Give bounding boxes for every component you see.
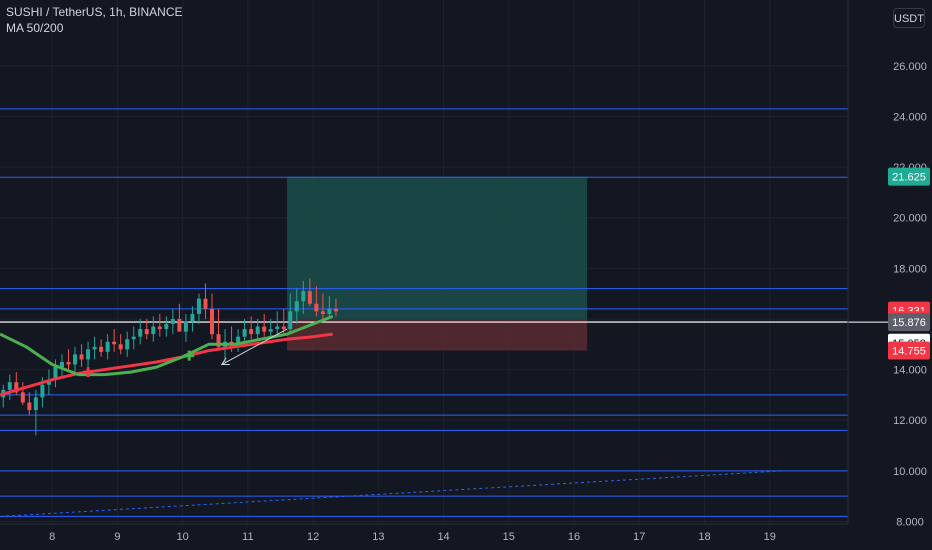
- time-tick-label: 13: [372, 531, 384, 543]
- moving-averages: [0, 315, 334, 397]
- candle-body: [327, 308, 332, 314]
- candle-body: [249, 329, 254, 335]
- time-tick-label: 14: [437, 531, 449, 543]
- price-tick-label: 10.000: [893, 466, 927, 478]
- candle-body: [118, 344, 123, 350]
- candle-body: [105, 341, 110, 352]
- candle-body: [53, 367, 58, 380]
- candle-body: [112, 341, 117, 345]
- candle-body: [262, 326, 267, 332]
- candle-body: [333, 308, 338, 312]
- candlesticks: [1, 278, 338, 436]
- candle-body: [294, 301, 299, 312]
- symbol-title[interactable]: SUSHI / TetherUS, 1h, BINANCE: [6, 5, 183, 19]
- arrow-head[interactable]: [220, 357, 230, 366]
- price-label-text: 15.876: [892, 317, 926, 329]
- candle-body: [210, 308, 214, 335]
- ma-cross-marker: [83, 367, 94, 378]
- candle-body: [131, 336, 136, 340]
- stop-zone[interactable]: [287, 318, 588, 351]
- candle-body: [66, 361, 71, 365]
- price-tick-label: 14.000: [893, 365, 927, 377]
- candle-body: [177, 318, 182, 332]
- candle-body: [138, 329, 143, 337]
- candle-body: [288, 311, 293, 330]
- price-tick-label: 20.000: [893, 213, 927, 225]
- candle-body: [79, 354, 84, 360]
- time-tick-label: 10: [177, 531, 189, 543]
- time-tick-label: 17: [633, 531, 645, 543]
- time-tick-label: 19: [764, 531, 776, 543]
- candle-body: [86, 349, 91, 360]
- price-tick-label: 12.000: [893, 415, 927, 427]
- chart-header: SUSHI / TetherUS, 1h, BINANCE MA 50/200: [6, 4, 183, 36]
- candle-body: [275, 326, 280, 330]
- candle-body: [183, 321, 188, 332]
- ma-200-line: [0, 332, 333, 397]
- price-tick-label: 8.000: [896, 516, 924, 528]
- candle-body: [314, 303, 319, 312]
- target-zone[interactable]: [287, 176, 588, 319]
- horizontal-levels[interactable]: [0, 108, 888, 517]
- candle-body: [255, 326, 260, 335]
- candle-body: [7, 382, 12, 390]
- time-tick-label: 8: [49, 531, 55, 543]
- price-labels: 21.62516.33120:2115.87615.05814.755: [888, 167, 930, 360]
- candle-body: [157, 326, 162, 330]
- candle-body: [27, 402, 32, 411]
- price-tick-label: 26.000: [893, 61, 927, 73]
- candle-body: [281, 326, 286, 330]
- price-tick-label: 24.000: [893, 111, 927, 123]
- dotted-trendline[interactable]: [0, 470, 783, 517]
- candle-body: [216, 334, 221, 347]
- currency-button[interactable]: USDT: [893, 8, 925, 28]
- time-tick-label: 12: [307, 531, 319, 543]
- candle-body: [144, 329, 149, 335]
- candle-body: [33, 397, 38, 411]
- candle-body: [301, 291, 306, 302]
- time-tick-label: 16: [568, 531, 580, 543]
- ma-50-line: [0, 315, 334, 377]
- cross-markers: [83, 350, 195, 378]
- candle-body: [46, 379, 51, 385]
- trendline[interactable]: [0, 470, 783, 517]
- price-label-box: [888, 313, 930, 332]
- indicator-legend[interactable]: MA 50/200: [6, 21, 64, 35]
- time-tick-label: 11: [242, 531, 253, 543]
- candle-body: [307, 291, 312, 304]
- time-axis[interactable]: 8 9 10 11 12 13 14 15 16 17 18 19: [49, 531, 776, 543]
- candle-body: [99, 346, 104, 352]
- price-tick-label: 18.000: [893, 263, 927, 275]
- candle-body: [14, 382, 19, 393]
- candle-body: [190, 313, 195, 322]
- ma-cross-marker: [184, 350, 195, 361]
- candle-body: [40, 384, 45, 398]
- arrow-line[interactable]: [221, 328, 288, 365]
- candle-body: [73, 354, 78, 365]
- candle-body: [242, 329, 247, 337]
- price-label-box: [888, 167, 930, 186]
- arrow-drawing[interactable]: [220, 328, 288, 366]
- candle-body: [320, 311, 325, 314]
- candle-body: [268, 329, 273, 332]
- candle-body: [59, 361, 64, 368]
- price-label-text: 14.755: [892, 345, 926, 357]
- candle-body: [151, 326, 156, 335]
- candle-body: [125, 339, 130, 350]
- price-label-text: 21.625: [892, 172, 926, 184]
- time-tick-label: 9: [114, 531, 120, 543]
- price-label-box: [888, 341, 930, 360]
- candle-body: [164, 324, 169, 330]
- time-tick-label: 18: [698, 531, 710, 543]
- candle-body: [203, 298, 208, 309]
- time-tick-label: 15: [503, 531, 515, 543]
- candle-body: [170, 318, 175, 325]
- candle-body: [236, 336, 241, 345]
- candle-body: [20, 392, 25, 403]
- candle-body: [92, 346, 97, 350]
- position-zones: [287, 176, 588, 351]
- candle-body: [196, 298, 201, 314]
